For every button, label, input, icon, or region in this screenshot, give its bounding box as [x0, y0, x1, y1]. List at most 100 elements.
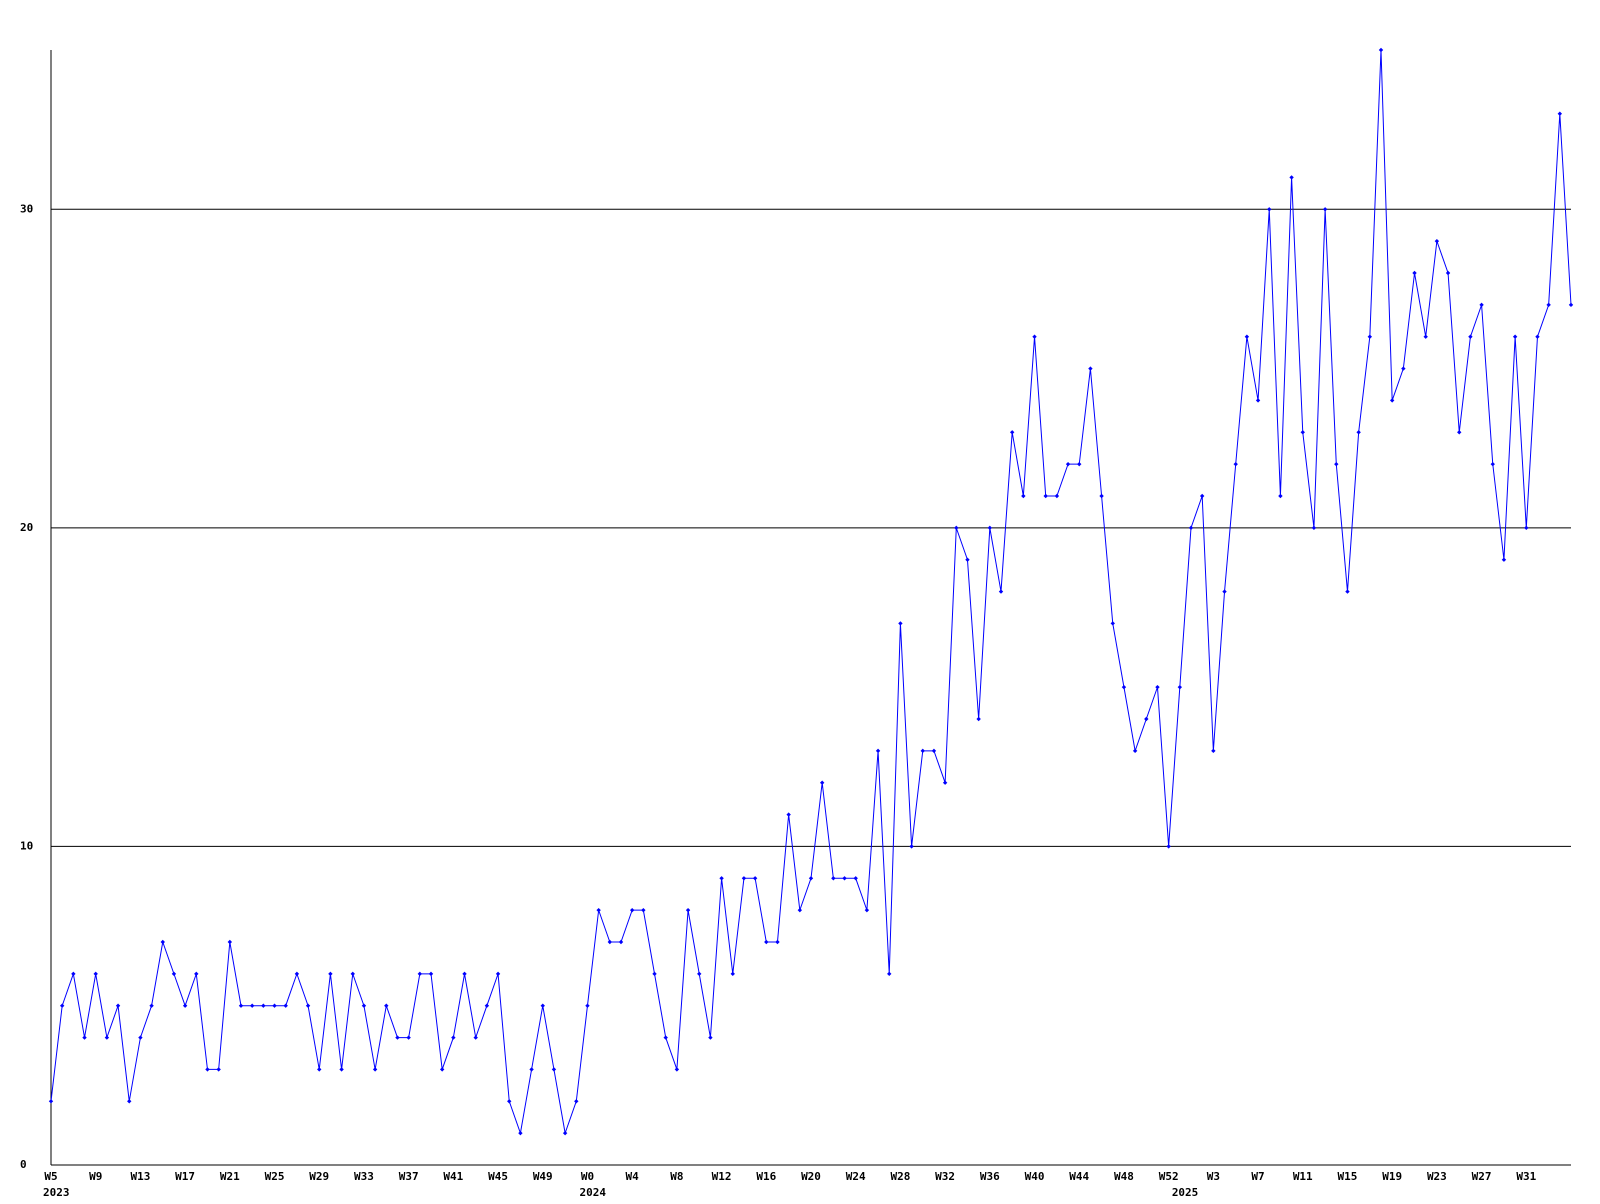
- point: [1322, 207, 1328, 212]
- point: [272, 1003, 277, 1008]
- point: [1233, 461, 1238, 467]
- point: [1378, 47, 1384, 53]
- point: [529, 1067, 534, 1072]
- point: [127, 1099, 132, 1104]
- x-tick-label: W44: [1069, 1170, 1089, 1183]
- point: [641, 907, 646, 913]
- point: [853, 876, 858, 881]
- point: [942, 780, 948, 785]
- point: [819, 780, 825, 785]
- point: [1065, 461, 1071, 467]
- point: [1267, 207, 1272, 212]
- point: [1043, 493, 1048, 499]
- point: [350, 971, 355, 977]
- point: [227, 939, 233, 945]
- point: [283, 1003, 288, 1008]
- x-tick-label: W11: [1293, 1170, 1313, 1183]
- point: [1211, 748, 1216, 754]
- x-tick-label: W3: [1207, 1170, 1220, 1183]
- point: [1568, 302, 1574, 308]
- point: [685, 907, 691, 913]
- x-tick-label: W13: [130, 1170, 150, 1183]
- point: [797, 907, 803, 913]
- point: [1144, 716, 1149, 722]
- point: [998, 589, 1004, 594]
- point: [1021, 493, 1026, 499]
- point: [1334, 461, 1339, 467]
- point: [1524, 525, 1529, 531]
- point: [518, 1130, 523, 1136]
- point: [238, 1003, 244, 1008]
- point: [618, 939, 624, 945]
- point: [887, 971, 892, 977]
- point: [1166, 844, 1171, 849]
- point: [59, 1003, 65, 1008]
- x-tick-label: W48: [1114, 1170, 1134, 1183]
- point: [451, 1035, 456, 1040]
- point: [171, 971, 177, 977]
- point: [1121, 684, 1127, 690]
- point: [1557, 111, 1563, 116]
- x-tick-label: W37: [399, 1170, 419, 1183]
- x-tick-label: W29: [309, 1170, 329, 1183]
- point: [1255, 398, 1261, 403]
- point: [149, 1003, 154, 1008]
- point: [585, 1003, 590, 1008]
- point: [954, 525, 959, 531]
- point: [484, 1003, 490, 1008]
- point: [104, 1035, 110, 1040]
- point: [987, 525, 993, 531]
- point: [1188, 525, 1194, 531]
- x-tick-label: W16: [756, 1170, 776, 1183]
- point: [909, 844, 914, 849]
- point: [1088, 366, 1093, 371]
- point: [965, 557, 970, 562]
- x-tick-label: W36: [980, 1170, 1000, 1183]
- point: [1054, 493, 1060, 499]
- x-tick-label: W32: [935, 1170, 955, 1183]
- point: [1445, 270, 1451, 276]
- point: [71, 971, 76, 977]
- x-tick-label: W4: [626, 1170, 640, 1183]
- x-tick-label: W31: [1516, 1170, 1536, 1183]
- point: [1110, 621, 1115, 626]
- x-tick-label: W0: [581, 1170, 594, 1183]
- point: [339, 1067, 344, 1072]
- point: [551, 1067, 557, 1072]
- point: [1434, 238, 1440, 244]
- point: [428, 971, 434, 977]
- x-tick-label: W19: [1382, 1170, 1402, 1183]
- point: [574, 1099, 579, 1104]
- point: [1077, 461, 1082, 467]
- point: [1032, 334, 1037, 339]
- point: [1300, 430, 1305, 435]
- point: [1423, 334, 1428, 339]
- point: [741, 876, 747, 881]
- point: [182, 1003, 188, 1008]
- point: [1244, 334, 1250, 339]
- point: [1401, 366, 1406, 371]
- point: [898, 621, 903, 626]
- point: [1457, 430, 1462, 435]
- point: [1132, 748, 1138, 754]
- point: [629, 907, 635, 913]
- point: [305, 1003, 311, 1008]
- x-tick-label: W24: [846, 1170, 866, 1183]
- point: [864, 907, 870, 913]
- point: [1468, 334, 1473, 339]
- x-tick-label: W49: [533, 1170, 553, 1183]
- point: [730, 971, 735, 977]
- point: [417, 971, 423, 977]
- x-year-label: 2024: [579, 1186, 606, 1199]
- point: [48, 1099, 54, 1104]
- point: [1367, 334, 1373, 339]
- point: [652, 971, 657, 977]
- point: [607, 939, 613, 945]
- point: [663, 1035, 668, 1040]
- point: [1009, 430, 1015, 435]
- point: [719, 876, 724, 881]
- point: [1155, 684, 1160, 690]
- x-tick-label: W20: [801, 1170, 821, 1183]
